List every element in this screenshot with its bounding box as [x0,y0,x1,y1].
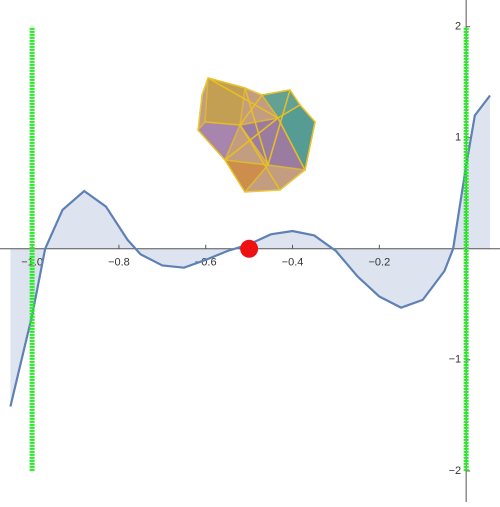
y-tick-label: −1 [449,354,462,366]
x-tick-label: −0.4 [282,257,304,269]
x-tick-label: −0.6 [195,257,217,269]
y-tick-label: 2 [455,21,461,33]
filling [10,95,491,407]
red-point [240,239,259,258]
y-tick-label: −2 [449,465,462,477]
curve [9,94,491,407]
y-tick-label: 1 [455,132,461,144]
x-tick-label: −0.2 [368,257,390,269]
polyhedron [197,77,316,193]
x-tick-label: −0.8 [108,257,130,269]
